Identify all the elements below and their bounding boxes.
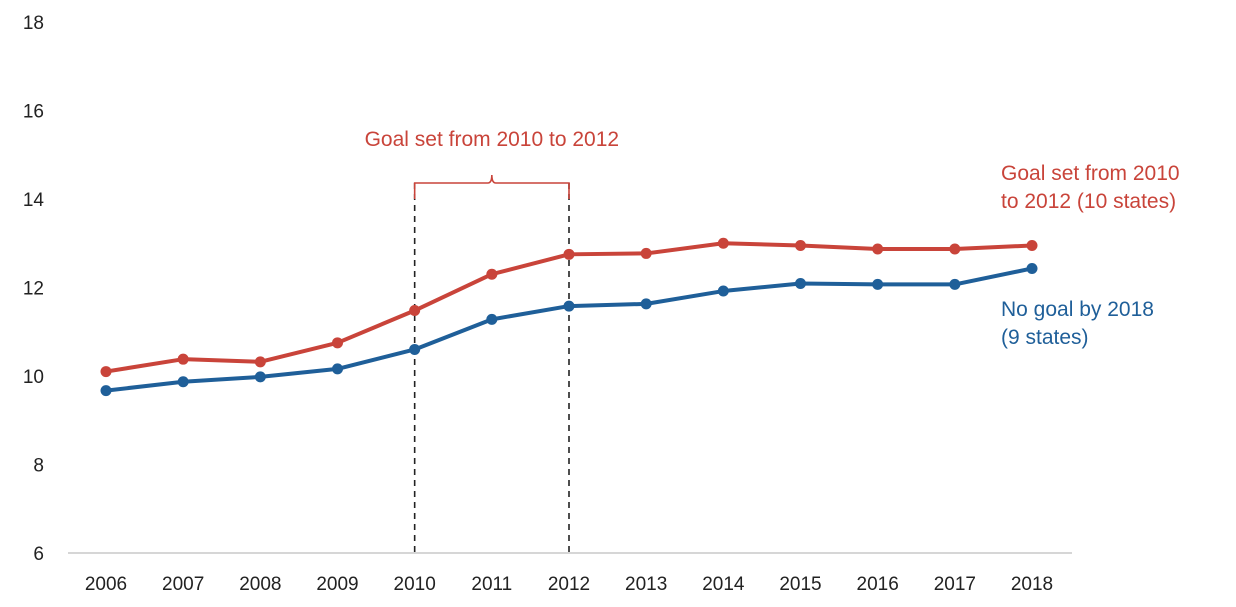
x-tick-label: 2011 [471,574,512,595]
y-tick-label: 14 [23,190,45,211]
series-group [100,237,1038,397]
x-tick-label: 2014 [702,574,745,595]
data-point [949,278,961,290]
data-point [332,363,343,375]
series-label: Goal set from 2010 to 2012 (10 states) [1001,162,1180,213]
data-point [486,268,498,280]
x-tick-label: 2013 [625,574,667,595]
series-labels: Goal set from 2010 to 2012 (10 states) No … [1001,162,1180,349]
data-point [795,239,806,251]
data-point [177,376,189,388]
data-point [254,371,266,383]
data-point [332,337,343,349]
series-label: No goal by 2018 (9 states) [1001,298,1154,349]
data-point [177,353,189,365]
data-point [409,343,421,355]
data-point [795,278,806,290]
bracket-shape [413,174,570,199]
data-point [717,285,729,297]
x-tick-label: 2010 [394,574,436,595]
data-point [640,298,652,310]
y-tick-label: 8 [33,456,44,477]
x-tick-label: 2018 [1011,574,1053,595]
bracket-label: Goal set from 2010 to 2012 [365,128,620,151]
data-point [872,243,884,255]
data-point [717,237,729,249]
x-tick-label: 2012 [548,574,590,595]
data-point [563,248,575,260]
series-no-goal [100,262,1038,397]
data-point [1026,239,1038,251]
x-tick-label: 2015 [779,574,821,595]
data-point [640,247,652,259]
bracket-annotation: Goal set from 2010 to 2012 [365,128,620,553]
y-tick-label: 16 [23,102,44,123]
y-axis: 6 8 10 12 14 16 18 [23,13,45,565]
data-point [563,300,575,312]
data-point [409,305,421,317]
data-point [100,385,112,397]
x-tick-label: 2017 [934,574,976,595]
data-point [872,278,884,290]
x-tick-label: 2007 [162,574,204,595]
x-axis: 2006 2007 2008 2009 2010 2011 2012 2013 2014 2015… [68,552,1072,595]
x-tick-label: 2009 [316,574,358,595]
x-tick-label: 2008 [239,574,281,595]
y-tick-label: 12 [23,279,44,300]
y-tick-label: 10 [23,367,44,388]
data-point [486,313,498,325]
y-tick-label: 6 [33,544,44,565]
x-tick-label: 2016 [857,574,899,595]
series-goal-set [100,237,1038,378]
data-point [100,366,112,378]
data-point [949,243,961,255]
data-point [1026,262,1038,274]
y-tick-label: 18 [23,13,44,34]
data-point [254,356,266,368]
x-tick-label: 2006 [85,574,127,595]
